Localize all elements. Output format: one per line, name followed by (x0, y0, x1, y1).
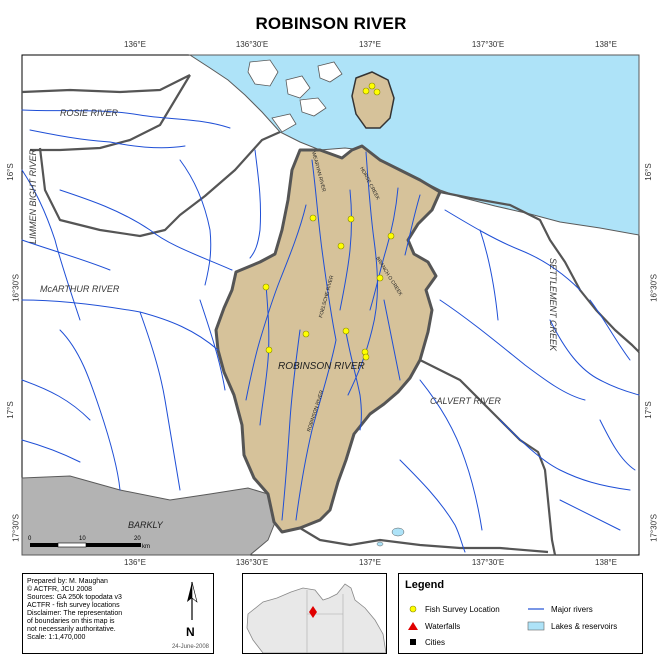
fish-survey-location (362, 87, 370, 95)
legend-title: Legend (405, 579, 445, 591)
info-date: 24-June-2008 (171, 644, 209, 650)
label-settlement-creek: SETTLEMENT CREEK (548, 258, 558, 352)
inset-locator-map (242, 573, 387, 654)
island (247, 59, 279, 87)
island (317, 61, 343, 83)
lake (391, 527, 405, 537)
label-robinson-river: ROBINSON RIVER (278, 361, 365, 372)
island-vanderlin (351, 71, 395, 129)
info-box: Prepared by: M. Maughan © ACTFR, JCU 200… (22, 573, 214, 654)
scale-unit: km (142, 544, 150, 550)
legend-item-label: Major rivers (551, 604, 593, 614)
map-title: ROBINSON RIVER (255, 14, 407, 33)
fish-survey-location (262, 283, 270, 291)
scale-tick-20: 20 (134, 536, 141, 542)
lon-tick-bottom: 137°30'E (471, 558, 505, 567)
light-blue-box-icon (527, 621, 545, 631)
fish-survey-location (376, 274, 384, 282)
yellow-circle-icon (409, 605, 417, 613)
black-square-icon (410, 639, 416, 645)
australia-inset (246, 583, 386, 653)
lon-tick-bottom: 136°30'E (235, 558, 269, 567)
legend-item: Lakes & reservoirs (527, 621, 617, 631)
fish-survey-points (262, 82, 395, 361)
fish-survey-location (309, 214, 317, 222)
island (285, 75, 311, 99)
red-triangle-icon (408, 622, 418, 630)
fish-survey-location (368, 82, 376, 90)
scale-tick-10: 10 (79, 536, 86, 542)
info-line: Sources: GA 250k topodata v3 (27, 594, 122, 601)
label-limmen-bight-river: LIMMEN BIGHT RIVER (28, 148, 38, 244)
info-line: Scale: 1:1,470,000 (27, 634, 86, 641)
blue-line-icon (528, 608, 544, 610)
catchment-boundaries (21, 74, 640, 556)
fish-survey-location (373, 88, 381, 96)
lon-tick-top: 136°30'E (235, 40, 269, 49)
lon-tick-top: 138°E (595, 40, 617, 49)
legend-item: Waterfalls (407, 621, 460, 631)
north-letter: N (186, 625, 195, 639)
inset-location-marker (309, 606, 317, 618)
scale-bar: 0 10 20 km (28, 536, 150, 550)
barkly-region (21, 475, 277, 556)
fish-survey-location (265, 346, 273, 354)
info-line: © ACTFR, JCU 2008 (27, 586, 93, 593)
robinson-catchment (214, 144, 442, 534)
info-line: ACTFR - fish survey locations (27, 602, 120, 609)
legend-item-label: Waterfalls (425, 621, 461, 631)
legend-item-label: Fish Survey Location (425, 604, 500, 614)
legend-item-label: Lakes & reservoirs (551, 621, 618, 631)
legend-item: Major rivers (527, 604, 593, 614)
north-arrow-icon: N (186, 581, 198, 639)
fish-survey-location (362, 353, 370, 361)
fish-survey-location (347, 215, 355, 223)
info-line: Prepared by: M. Maughan (27, 578, 108, 585)
lon-tick-top: 136°E (124, 40, 146, 49)
lake (376, 541, 384, 547)
info-line: Disclaimer: The representation (27, 610, 123, 617)
legend-panel: Legend Fish Survey Location Major rivers… (398, 573, 643, 654)
lon-tick-bottom: 137°E (359, 558, 381, 567)
legend-item: Fish Survey Location (407, 604, 500, 614)
legend-item: Cities (407, 637, 445, 647)
lon-tick-top: 137°30'E (471, 40, 505, 49)
label-calvert-river: CALVERT RIVER (430, 396, 501, 406)
fish-survey-location (387, 232, 395, 240)
info-line: of boundaries on this map is (27, 618, 115, 625)
info-line: not necessarily authoritative. (27, 626, 116, 633)
label-mcarthur-river: McARTHUR RIVER (40, 284, 120, 294)
lon-tick-bottom: 138°E (595, 558, 617, 567)
label-rosie-river: ROSIE RIVER (60, 108, 119, 118)
lon-tick-top: 137°E (359, 40, 381, 49)
fish-survey-location (337, 242, 345, 250)
scale-tick-0: 0 (28, 536, 32, 542)
island (271, 113, 297, 133)
fish-survey-location (302, 330, 310, 338)
fish-survey-location (342, 327, 350, 335)
legend-item-label: Cities (425, 637, 446, 647)
river-network (21, 109, 640, 553)
lon-tick-bottom: 136°E (124, 558, 146, 567)
island (299, 97, 327, 117)
label-barkly: BARKLY (128, 520, 164, 530)
